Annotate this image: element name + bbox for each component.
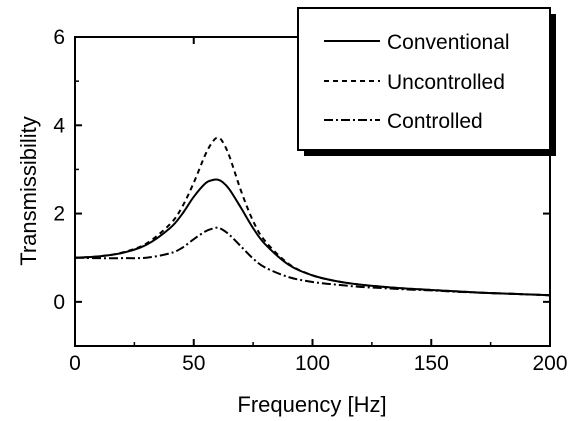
legend-label-conventional: Conventional [387,31,510,54]
x-tick-label: 100 [295,352,330,375]
y-tick-label: 4 [53,114,65,137]
y-axis-title: Transmissibility [16,116,41,266]
series-layer [74,136,551,297]
legend-label-uncontrolled: Uncontrolled [387,71,505,94]
y-tick-label: 0 [53,291,65,314]
series-line-controlled [74,226,551,297]
x-tick-label: 200 [532,352,567,375]
series-line-conventional [74,178,551,297]
legend: Conventional Uncontrolled Controlled [297,7,556,156]
series-line-uncontrolled [74,136,551,297]
x-tick-label: 50 [182,352,205,375]
x-axis-title: Frequency [Hz] [237,392,386,417]
legend-label-controlled: Controlled [387,110,483,133]
legend-box [297,7,551,151]
x-tick-label: 150 [414,352,449,375]
y-tick-label: 6 [53,26,65,49]
x-tick-label: 0 [69,352,81,375]
y-tick-label: 2 [53,203,65,226]
